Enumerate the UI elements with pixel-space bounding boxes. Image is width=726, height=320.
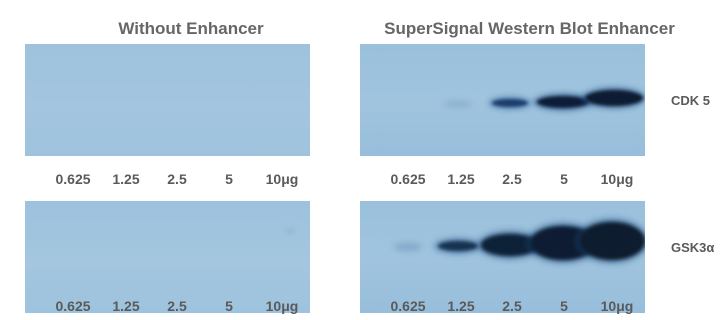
lane-label: 5 — [225, 298, 233, 314]
lane-label: 5 — [560, 298, 568, 314]
band-gsk3a-without-lane5 — [284, 228, 296, 234]
lane-label: 0.625 — [55, 171, 91, 187]
lane-label: 0.625 — [390, 171, 426, 187]
blot-image-enhanced-gsk3a — [394, 219, 645, 263]
lane-label: 2.5 — [167, 298, 187, 314]
blot-panel-enhanced-cdk5 — [360, 44, 645, 156]
lane-labels-enhanced-row1: 0.625 1.25 2.5 5 10μg — [335, 171, 665, 189]
lane-label: 2.5 — [167, 171, 187, 187]
lane-label: 2.5 — [502, 298, 522, 314]
blot-panel-enhanced-gsk3a — [360, 201, 645, 313]
lane-label: 10μg — [265, 171, 299, 187]
blot-image-without-gsk3a — [284, 228, 296, 234]
lane-label: 0.625 — [55, 298, 91, 314]
band-gsk3a-lane5 — [579, 222, 645, 260]
lane-labels-without-row2: 0.625 1.25 2.5 5 10μg — [0, 298, 330, 316]
band-gsk3a-lane2 — [438, 241, 478, 251]
lane-labels-without-row1: 0.625 1.25 2.5 5 10μg — [0, 171, 330, 189]
band-gsk3a-lane1 — [394, 243, 422, 251]
lane-label: 0.625 — [390, 298, 426, 314]
lane-label: 5 — [225, 171, 233, 187]
lane-label: 5 — [560, 171, 568, 187]
protein-label-cdk5: CDK 5 — [671, 93, 711, 108]
protein-label-gsk3a: GSK3α — [671, 240, 715, 255]
lane-labels-enhanced-row2: 0.625 1.25 2.5 5 10μg — [335, 298, 665, 316]
blot-image-enhanced-cdk5 — [444, 87, 645, 111]
lane-label: 1.25 — [447, 298, 475, 314]
lane-label: 10μg — [265, 298, 299, 314]
band-cdk5-lane2 — [444, 100, 472, 108]
blot-panel-without-enhancer-gsk3a — [25, 201, 310, 313]
blot-panel-without-enhancer-cdk5 — [25, 44, 310, 156]
title-without-enhancer: Without Enhancer — [118, 19, 264, 38]
lane-label: 10μg — [600, 298, 634, 314]
lane-label: 1.25 — [112, 298, 140, 314]
band-cdk5-lane5 — [585, 90, 643, 106]
band-cdk5-lane4 — [537, 96, 589, 108]
lane-label: 2.5 — [502, 171, 522, 187]
band-cdk5-lane3 — [492, 99, 528, 107]
blot-image-without-cdk5 — [25, 44, 310, 156]
lane-label: 1.25 — [112, 171, 140, 187]
band-gsk3a-lane3 — [481, 234, 539, 256]
title-supersignal-enhancer: SuperSignal Western Blot Enhancer — [384, 19, 675, 38]
lane-label: 1.25 — [447, 171, 475, 187]
lane-label: 10μg — [600, 171, 634, 187]
